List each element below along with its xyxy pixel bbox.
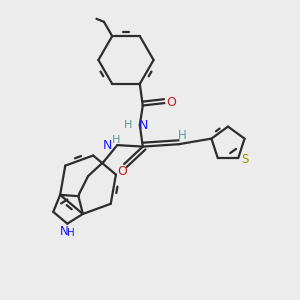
Text: N: N [103, 139, 112, 152]
Text: H: H [178, 129, 187, 142]
Text: H: H [112, 135, 121, 145]
Text: S: S [241, 153, 248, 166]
Text: H: H [124, 120, 132, 130]
Text: N: N [139, 119, 148, 132]
Text: N: N [60, 225, 69, 238]
Text: H: H [67, 228, 75, 238]
Text: O: O [117, 165, 127, 178]
Text: O: O [166, 96, 176, 109]
